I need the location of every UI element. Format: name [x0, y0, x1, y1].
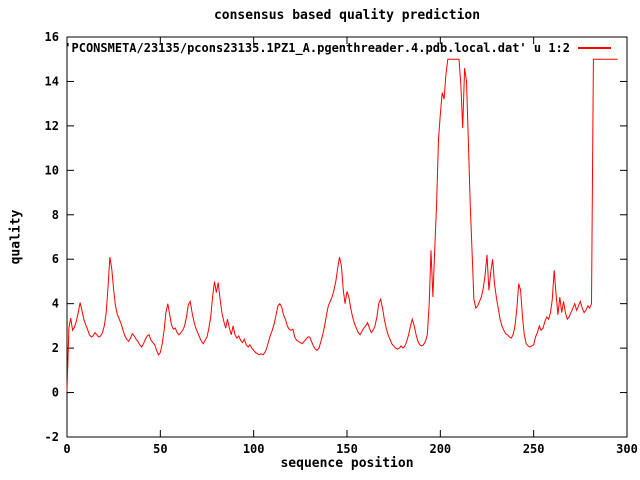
- chart-title: consensus based quality prediction: [213, 8, 481, 23]
- y-tick-label: 8: [52, 208, 59, 222]
- x-tick-label: 200: [429, 442, 451, 456]
- x-tick-label: 0: [63, 442, 70, 456]
- y-tick-label: 2: [52, 341, 59, 355]
- legend-label: 'PCONSMETA/23135/pcons23135.1PZ1_A.pgent…: [64, 41, 570, 55]
- quality-curve: [66, 58, 618, 392]
- y-tick-label: 0: [52, 386, 59, 400]
- x-tick-label: 150: [336, 442, 358, 456]
- y-tick-label: 14: [45, 74, 59, 88]
- y-tick-label: 6: [52, 252, 59, 266]
- y-tick-label: 10: [45, 163, 59, 177]
- y-tick-label: -2: [45, 430, 59, 444]
- x-tick-label: 250: [523, 442, 545, 456]
- y-tick-label: 4: [52, 297, 59, 311]
- x-tick-label: 100: [243, 442, 265, 456]
- x-tick-label: 300: [616, 442, 638, 456]
- y-tick-label: 16: [45, 30, 59, 44]
- y-tick-label: 12: [45, 119, 59, 133]
- x-tick-label: 50: [153, 442, 167, 456]
- plot-border: [66, 36, 628, 438]
- legend-line-sample: [578, 47, 611, 49]
- x-axis-label: sequence position: [280, 456, 414, 471]
